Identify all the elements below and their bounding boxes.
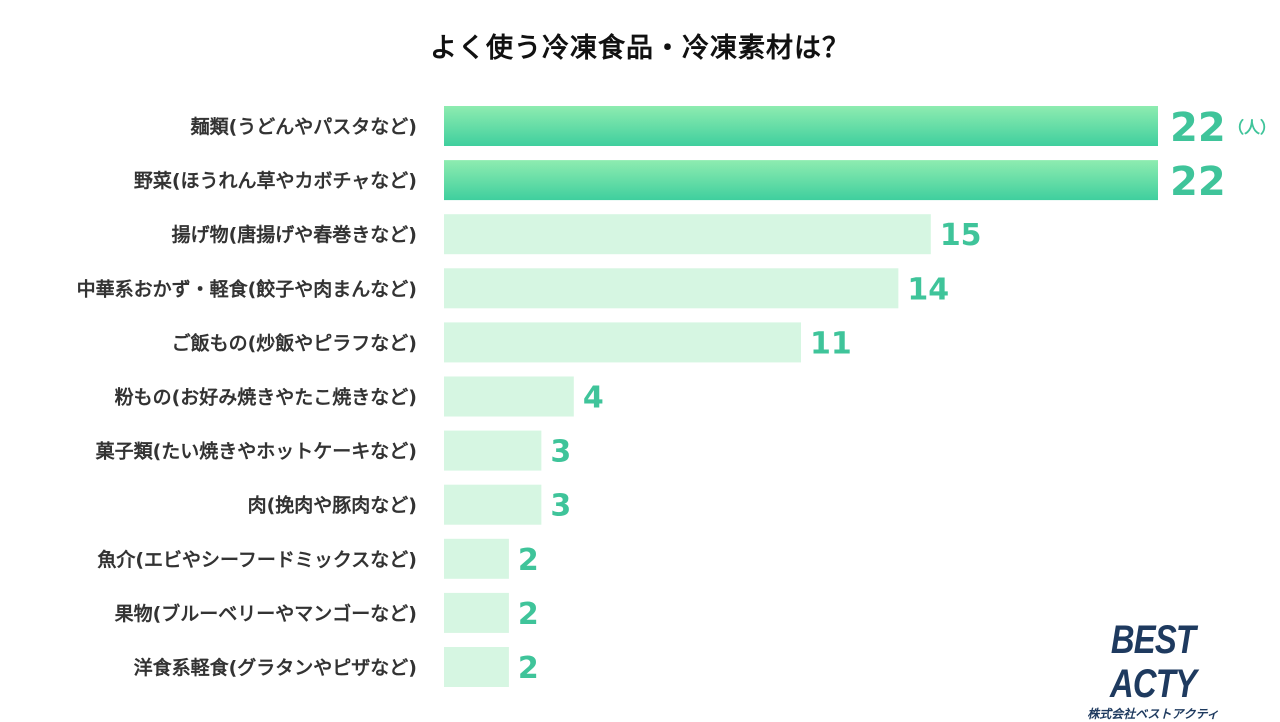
bar	[444, 214, 931, 255]
category-label: 粉もの(お好み焼きやたこ焼きなど)	[115, 386, 417, 409]
value-label: 14	[907, 272, 949, 307]
company-logo: BEST ACTY 株式会社ベストアクティ	[1058, 618, 1248, 722]
category-label: 菓子類(たい焼きやホットケーキなど)	[95, 440, 417, 463]
value-label: 2	[518, 597, 539, 632]
logo-wordmark: BEST ACTY	[1109, 618, 1197, 706]
value-label: 11	[810, 326, 852, 361]
logo-company-name: 株式会社ベストアクティ	[1087, 707, 1219, 721]
bar	[444, 484, 542, 525]
category-label: 果物(ブルーベリーやマンゴーなど)	[114, 602, 417, 625]
value-label: 2	[518, 543, 539, 578]
value-label: 3	[550, 435, 571, 470]
value-label: 22	[1170, 159, 1226, 205]
category-label: 魚介(エビやシーフードミックスなど)	[97, 548, 417, 571]
bar	[444, 106, 1158, 146]
bar	[444, 430, 542, 471]
unit-label: （人）	[1228, 118, 1276, 137]
bar	[444, 376, 574, 417]
bar	[444, 592, 509, 633]
value-label: 4	[583, 381, 604, 416]
value-label: 2	[518, 651, 539, 686]
category-label: 揚げ物(唐揚げや春巻きなど)	[172, 223, 417, 246]
bar	[444, 322, 801, 363]
chart-title: よく使う冷凍食品・冷凍素材は？	[430, 33, 850, 64]
category-label: 麺類(うどんやパスタなど)	[190, 115, 417, 138]
value-label: 15	[940, 218, 982, 253]
category-label: 野菜(ほうれん草やカボチャなど)	[134, 169, 417, 192]
bar	[444, 647, 509, 687]
bar	[444, 268, 899, 309]
bar	[444, 538, 509, 579]
category-label: 洋食系軽食(グラタンやピザなど)	[134, 656, 417, 679]
category-label: 肉(挽肉や豚肉など)	[248, 494, 417, 517]
bar	[444, 160, 1158, 201]
value-label: 3	[550, 489, 571, 524]
category-label: 中華系おかず・軽食(餃子や肉まんなど)	[77, 277, 417, 300]
category-label: ご飯もの(炒飯やピラフなど)	[172, 331, 417, 354]
value-label: 22	[1170, 105, 1226, 151]
